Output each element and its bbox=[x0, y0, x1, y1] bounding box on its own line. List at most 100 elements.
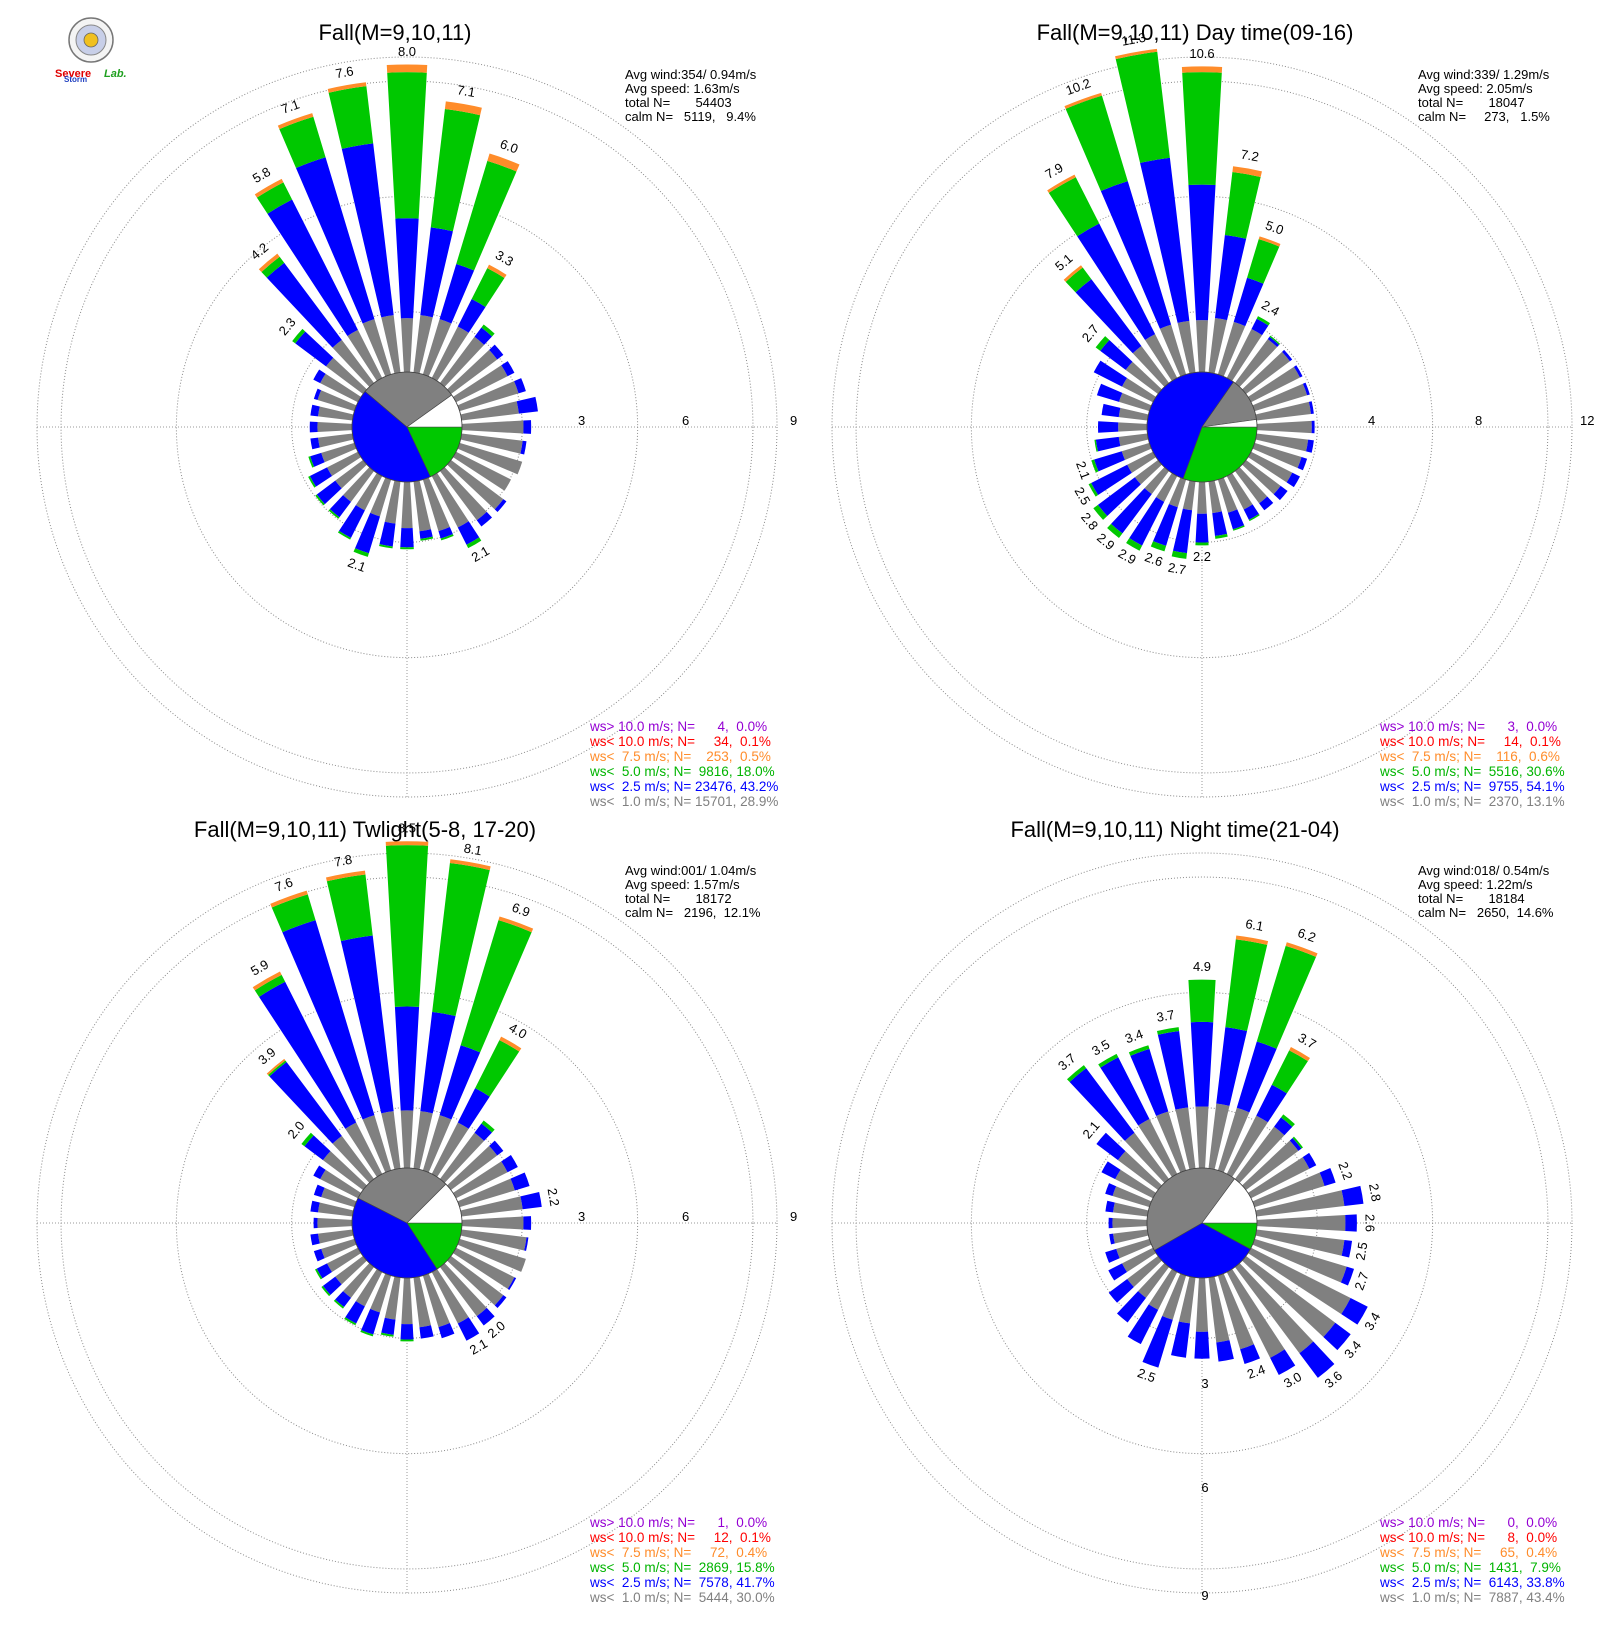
rose-bar-blue bbox=[457, 298, 486, 333]
rose-bar-blue bbox=[340, 935, 394, 1114]
rose-bar-orange bbox=[258, 253, 280, 273]
rose-bar-blue bbox=[1140, 157, 1190, 323]
rose-bar-blue bbox=[313, 1217, 318, 1229]
rose-bar-blue bbox=[1212, 511, 1228, 537]
rose-bar-green bbox=[387, 72, 427, 219]
bar-value-label: 2.2 bbox=[545, 1187, 563, 1207]
rose-bar-blue bbox=[310, 452, 325, 467]
rose-bar-gray bbox=[1156, 1111, 1187, 1173]
rose-bar-gray bbox=[460, 1229, 527, 1251]
rose-bar-blue bbox=[361, 1308, 380, 1335]
ring-label: 3 bbox=[578, 413, 585, 428]
rose-bar-gray bbox=[460, 433, 523, 454]
rose-bar-blue bbox=[1240, 1344, 1261, 1364]
rose-bar-gray bbox=[1197, 481, 1207, 514]
rose-bar-blue bbox=[1091, 464, 1132, 496]
rose-bar-gray bbox=[1121, 442, 1152, 461]
rose-bar-gray bbox=[1255, 1190, 1345, 1217]
rose-bar-orange bbox=[1064, 92, 1102, 109]
rose-bar-gray bbox=[1252, 1238, 1347, 1283]
legend: ws> 10.0 m/s; N= 3, 0.0% ws< 10.0 m/s; N… bbox=[1379, 719, 1565, 809]
rose-bar-green bbox=[1248, 514, 1260, 522]
bar-value-label: 2.4 bbox=[1259, 297, 1282, 319]
bar-value-label: 2.3 bbox=[276, 315, 299, 338]
rose-bar-gray bbox=[422, 319, 452, 377]
rose-bar-green bbox=[1094, 439, 1098, 452]
rose-bar-gray bbox=[413, 1111, 433, 1170]
rose-bar-blue bbox=[516, 396, 538, 414]
severe-storm-lab-logo: Severe Storm Lab. bbox=[55, 17, 127, 84]
rose-bar-blue bbox=[335, 1291, 352, 1308]
rose-bar-orange bbox=[1181, 66, 1223, 73]
rose-bar-green bbox=[308, 456, 315, 468]
bar-value-label: 7.9 bbox=[1043, 160, 1066, 182]
rose-bar-gray bbox=[320, 373, 361, 403]
rose-bar-green bbox=[466, 537, 482, 549]
rose-bar-blue bbox=[524, 1237, 529, 1251]
rose-bar-green bbox=[400, 1339, 414, 1342]
stat-avg-wind: Avg wind:339/ 1.29m/s bbox=[1418, 67, 1550, 82]
rose-bar-gray bbox=[1127, 1255, 1162, 1287]
rose-bar-gray bbox=[1234, 339, 1278, 387]
rose-bar-gray bbox=[447, 459, 504, 510]
rose-bar-green bbox=[481, 1120, 495, 1133]
bar-value-label: 7.6 bbox=[334, 63, 354, 81]
rose-bar-gray bbox=[401, 1277, 413, 1325]
rose-bar-gray bbox=[1122, 377, 1156, 403]
rose-bar-blue bbox=[1101, 403, 1121, 418]
rose-bar-green bbox=[1188, 979, 1216, 1023]
rose-bar-blue bbox=[1273, 485, 1288, 501]
bar-value-label: 3.7 bbox=[1296, 1030, 1319, 1052]
rose-bar-blue bbox=[1130, 1048, 1169, 1116]
rose-bar-blue bbox=[438, 527, 453, 539]
rose-bar-gray bbox=[422, 1115, 452, 1173]
rose-bar-green bbox=[481, 324, 495, 337]
rose-bar-gray bbox=[1255, 433, 1309, 452]
rose-bar-blue bbox=[310, 1200, 320, 1213]
legend-lt5: ws< 5.0 m/s; N= 2869, 15.8% bbox=[589, 1560, 775, 1575]
rose-bar-blue bbox=[1093, 360, 1128, 387]
legend-lt7_5: ws< 7.5 m/s; N= 116, 0.6% bbox=[1379, 749, 1560, 764]
rose-bar-green bbox=[1128, 1045, 1150, 1056]
rose-bar-gray bbox=[317, 1217, 353, 1229]
rose-bar-blue bbox=[1105, 1200, 1115, 1213]
legend-lt10: ws< 10.0 m/s; N= 14, 0.1% bbox=[1379, 734, 1561, 749]
rose-bar-blue bbox=[1227, 509, 1245, 530]
legend-lt2_5: ws< 2.5 m/s; N= 7578, 41.7% bbox=[589, 1575, 775, 1590]
rose-bar-gray bbox=[343, 467, 375, 502]
rose-bar-blue bbox=[329, 495, 352, 518]
legend-lt7_5: ws< 7.5 m/s; N= 65, 0.4% bbox=[1379, 1545, 1557, 1560]
rose-bar-blue bbox=[438, 1323, 455, 1339]
bar-value-label: 2.7 bbox=[1167, 560, 1187, 578]
bar-value-label: 4.0 bbox=[506, 1020, 529, 1042]
rose-bar-orange bbox=[266, 1058, 286, 1076]
rose-bar-blue bbox=[1341, 1185, 1364, 1207]
rose-bar-green bbox=[1247, 239, 1280, 284]
rose-bar-gray bbox=[457, 381, 519, 412]
ring-label: 3 bbox=[578, 1209, 585, 1224]
rose-bar-orange bbox=[325, 870, 366, 882]
rose-bar-gray bbox=[1127, 451, 1156, 473]
rose-bar-gray bbox=[1138, 1263, 1170, 1298]
rose-bar-gray bbox=[1242, 459, 1281, 495]
rose-bar-blue bbox=[1259, 496, 1274, 511]
panel-title: Fall(M=9,10,11) Night time(21-04) bbox=[1010, 817, 1339, 842]
rose-bar-gray bbox=[1115, 1169, 1156, 1199]
rose-bar-blue bbox=[394, 1006, 420, 1111]
rose-bar-gray bbox=[1256, 1214, 1346, 1232]
bar-value-label: 2.8 bbox=[1366, 1182, 1384, 1202]
rose-bar-blue bbox=[1108, 1263, 1128, 1281]
legend-lt5: ws< 5.0 m/s; N= 1431, 7.9% bbox=[1379, 1560, 1561, 1575]
rose-bar-green bbox=[1195, 542, 1209, 546]
legend-lt1: ws< 1.0 m/s; N= 15701, 28.9% bbox=[589, 794, 778, 809]
rose-bar-blue bbox=[1302, 382, 1310, 396]
rose-bar-gray bbox=[1182, 480, 1196, 511]
rose-bar-gray bbox=[362, 319, 392, 377]
bar-value-label: 3.7 bbox=[1055, 1050, 1078, 1073]
rose-bar-green bbox=[380, 1332, 394, 1337]
panel-twilight: Fall(M=9,10,11) Twlight(5-8, 17-20) 8.5 8… bbox=[36, 817, 797, 1605]
rose-bar-blue bbox=[310, 1233, 320, 1246]
rose-bar-green bbox=[256, 182, 293, 214]
calm-pie-outline bbox=[1146, 371, 1258, 483]
rose-bar-blue bbox=[457, 1088, 490, 1129]
